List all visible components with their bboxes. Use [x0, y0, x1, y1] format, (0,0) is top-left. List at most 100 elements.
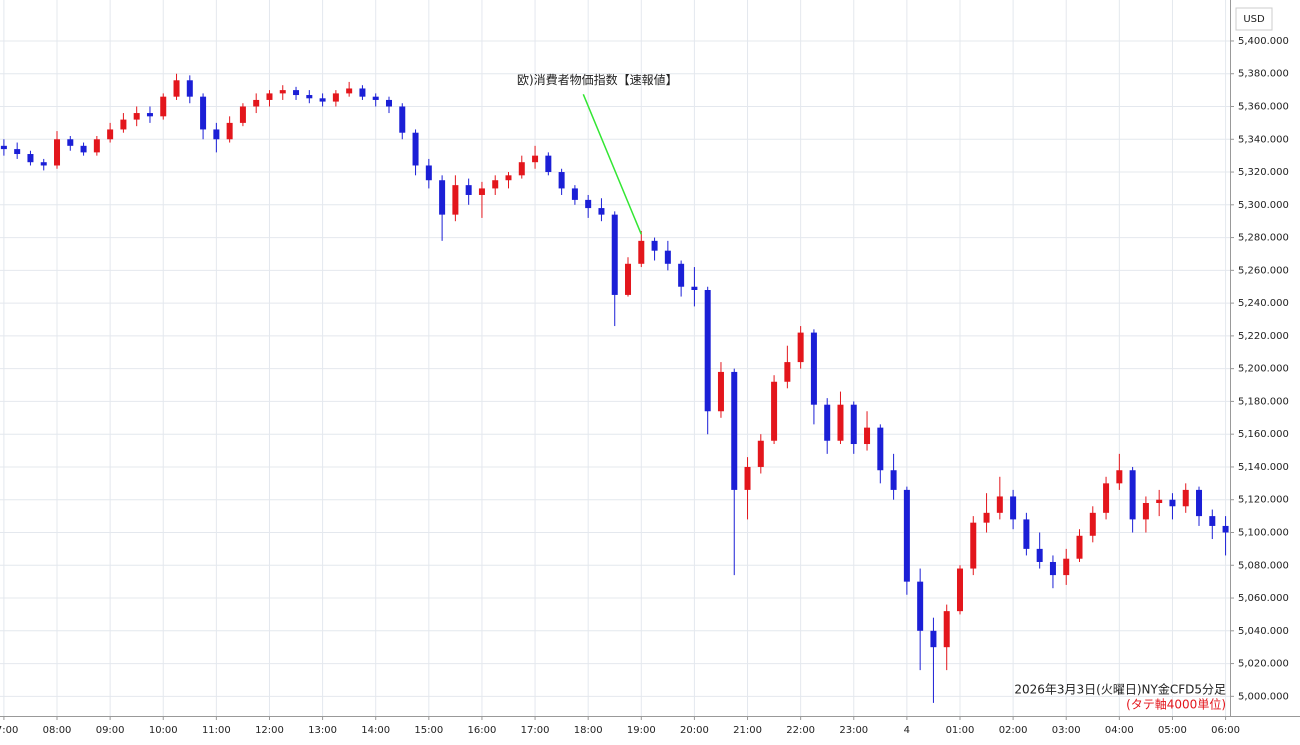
candle-body	[518, 162, 525, 176]
candle-body	[279, 90, 286, 94]
y-tick-label: 5,120.000	[1238, 495, 1289, 506]
x-tick-label: 17:00	[521, 725, 550, 736]
x-tick-label: 22:00	[786, 725, 815, 736]
candle-body	[1169, 499, 1176, 507]
y-tick-label: 5,020.000	[1238, 659, 1289, 670]
candle-body	[253, 99, 260, 107]
y-tick-label: 5,060.000	[1238, 593, 1289, 604]
candle-body	[917, 581, 924, 631]
y-tick-label: 5,140.000	[1238, 462, 1289, 473]
candle-body	[40, 162, 47, 166]
x-tick-label: 10:00	[149, 725, 178, 736]
candle-body	[399, 106, 406, 133]
candle-body	[545, 155, 552, 173]
candle-body	[133, 113, 140, 120]
x-tick-label: 19:00	[627, 725, 656, 736]
candle-body	[425, 165, 432, 181]
candle-body	[452, 185, 459, 215]
candle-body	[930, 630, 937, 648]
candle-body	[824, 404, 831, 441]
candle-body	[27, 154, 34, 163]
candle-body	[890, 470, 897, 490]
candle-body	[996, 496, 1003, 513]
y-tick-label: 5,100.000	[1238, 527, 1289, 538]
candle-body	[1089, 512, 1096, 536]
candle-body	[332, 93, 339, 102]
candle-body	[226, 122, 233, 140]
candle-body	[346, 88, 353, 94]
x-tick-label: 4	[904, 725, 910, 736]
y-tick-label: 5,040.000	[1238, 626, 1289, 637]
candle-body	[571, 188, 578, 200]
candle-body	[107, 129, 114, 140]
x-tick-label: 11:00	[202, 725, 231, 736]
candle-body	[385, 99, 392, 107]
candle-body	[1196, 489, 1203, 517]
candle-body	[1049, 561, 1056, 576]
x-tick-label: 07:00	[0, 725, 18, 736]
candle-body	[266, 93, 273, 100]
x-tick-label: 03:00	[1052, 725, 1081, 736]
candle-body	[704, 290, 711, 412]
x-tick-label: 09:00	[96, 725, 125, 736]
candle-body	[1182, 489, 1189, 507]
candle-body	[877, 427, 884, 471]
candle-body	[293, 90, 300, 96]
candle-body	[784, 362, 791, 382]
candle-body	[173, 80, 180, 97]
annotation-text: 欧)消費者物価指数【速報値】	[517, 72, 678, 87]
candle-body	[611, 214, 618, 295]
y-tick-label: 5,360.000	[1238, 101, 1289, 112]
candle-body	[1142, 503, 1149, 520]
candle-body	[864, 427, 871, 445]
candle-body	[943, 611, 950, 648]
candle-body	[731, 371, 738, 490]
candle-body	[67, 139, 74, 146]
x-tick-label: 13:00	[308, 725, 337, 736]
axis-unit: USD	[1243, 14, 1265, 25]
unit-box	[1235, 7, 1273, 31]
y-tick-label: 5,180.000	[1238, 396, 1289, 407]
x-tick-label: 15:00	[414, 725, 443, 736]
x-tick-label: 05:00	[1158, 725, 1187, 736]
candle-body	[1222, 525, 1229, 533]
candle-body	[239, 106, 246, 123]
candle-body	[213, 129, 220, 140]
caption: 2026年3月3日(火曜日)NY金CFD5分足	[1014, 682, 1226, 697]
candle-body	[956, 568, 963, 612]
y-tick-label: 5,000.000	[1238, 691, 1289, 702]
grid-layer	[0, 0, 1230, 716]
candle-body	[598, 208, 605, 215]
candle-body	[1076, 535, 1083, 559]
candle-body	[1129, 470, 1136, 520]
x-tick-label: 16:00	[468, 725, 497, 736]
candle-body	[1116, 470, 1123, 484]
y-tick-label: 5,200.000	[1238, 364, 1289, 375]
candle-body	[505, 175, 512, 181]
candle-body	[903, 489, 910, 582]
candle-body	[744, 466, 751, 490]
x-tick-label: 04:00	[1105, 725, 1134, 736]
y-tick-label: 5,160.000	[1238, 429, 1289, 440]
y-tick-label: 5,220.000	[1238, 331, 1289, 342]
y-tick-label: 5,400.000	[1238, 36, 1289, 47]
candle-body	[319, 98, 326, 102]
candle-body	[160, 96, 167, 117]
candle-body	[372, 96, 379, 100]
candle-body	[678, 263, 685, 287]
candle-body	[439, 180, 446, 215]
candle-body	[186, 80, 193, 97]
candle-body	[478, 188, 485, 195]
candle-body	[970, 522, 977, 569]
y-tick-label: 5,080.000	[1238, 560, 1289, 571]
candle-body	[120, 119, 127, 130]
candle-body	[1156, 499, 1163, 504]
x-tick-label: 14:00	[361, 725, 390, 736]
annotation-line	[582, 94, 642, 235]
candle-body	[14, 149, 21, 155]
candle-body	[532, 155, 539, 163]
candle-body	[1023, 519, 1030, 549]
candle-body	[492, 180, 499, 189]
